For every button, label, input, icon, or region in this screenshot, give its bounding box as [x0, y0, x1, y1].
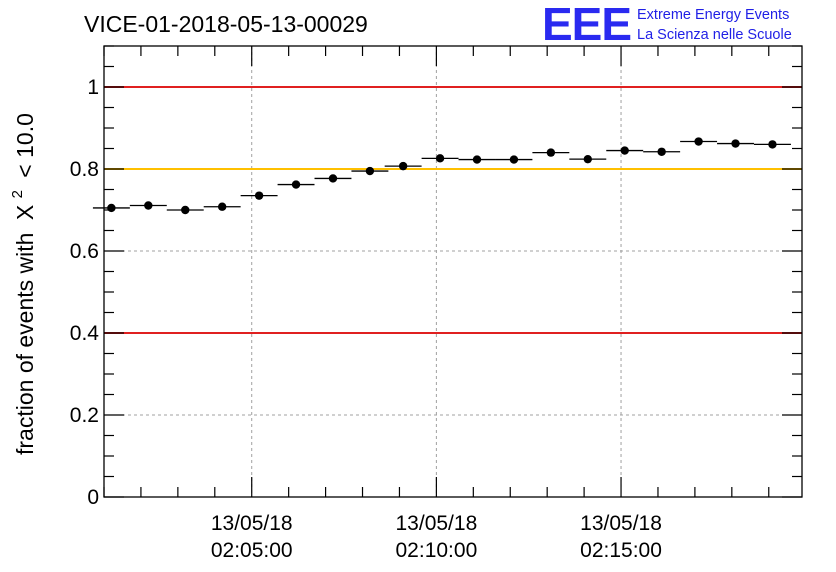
data-point	[107, 203, 116, 213]
reference-lines	[104, 86, 802, 334]
y-axis-title-superscript: 2	[9, 190, 26, 198]
data-point	[583, 154, 592, 164]
logo-line-2: La Scienza nelle Scuole	[637, 27, 792, 43]
axis-ticks	[103, 45, 802, 498]
data-point	[144, 201, 153, 210]
y-tick-label: 0	[87, 486, 99, 509]
grid-lines	[104, 46, 802, 497]
data-point	[768, 140, 777, 149]
tick-labels: 0 0.2 0.4 0.6 0.8 1 13/05/18 02:05:00 13/05/18 02…	[70, 76, 662, 562]
data-point	[217, 202, 227, 211]
data-point	[546, 148, 556, 157]
x-tick-label-time: 02:05:00	[211, 539, 293, 562]
data-points	[92, 137, 791, 215]
x-tick-label-date: 13/05/18	[580, 512, 662, 535]
x-tick-label-date: 13/05/18	[211, 512, 293, 535]
data-point	[254, 191, 264, 200]
plot-frame	[103, 45, 803, 498]
data-point	[181, 205, 190, 215]
data-point	[731, 139, 740, 148]
logo-mark: EEE	[542, 0, 631, 50]
x-tick-label-time: 02:15:00	[580, 539, 662, 562]
data-point	[365, 166, 375, 176]
y-tick-label: 0.2	[70, 404, 99, 427]
data-point	[657, 147, 666, 156]
y-axis-title-suffix: < 10.0	[12, 113, 38, 178]
data-point	[398, 161, 408, 171]
data-point	[472, 155, 482, 164]
logo-line-1: Extreme Energy Events	[637, 7, 789, 23]
data-point	[694, 137, 703, 146]
y-tick-label: 0.4	[70, 322, 100, 345]
y-axis-title: fraction of events with X 2 < 10.0	[1, 113, 38, 455]
chart-title: VICE-01-2018-05-13-00029	[84, 11, 368, 37]
data-point	[291, 180, 301, 189]
y-axis-title-symbol: X	[12, 205, 38, 220]
data-point	[509, 155, 519, 164]
plot-border	[103, 45, 803, 498]
x-tick-label-time: 02:10:00	[396, 539, 478, 562]
y-tick-label: 1	[87, 76, 99, 99]
data-point	[328, 174, 338, 183]
y-tick-label: 0.8	[70, 158, 99, 181]
eee-logo: EEE Extreme Energy Events La Scienza nel…	[542, 0, 792, 50]
x-tick-label-date: 13/05/18	[396, 512, 478, 535]
y-tick-label: 0.6	[70, 240, 99, 263]
data-point	[620, 146, 629, 155]
y-axis-title-prefix: fraction of events with	[12, 233, 38, 455]
data-point	[435, 154, 445, 163]
